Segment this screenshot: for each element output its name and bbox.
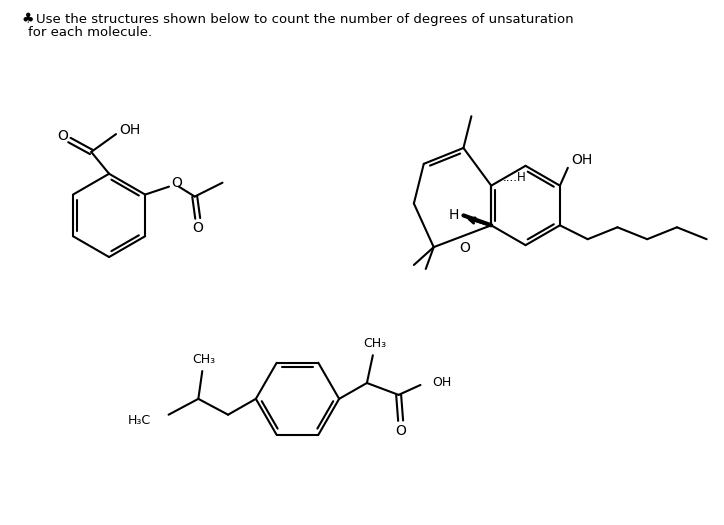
- Text: Use the structures shown below to count the number of degrees of unsaturation: Use the structures shown below to count …: [35, 13, 573, 26]
- Text: O: O: [172, 176, 182, 190]
- Text: OH: OH: [432, 376, 452, 390]
- Text: O: O: [459, 241, 470, 255]
- Text: O: O: [395, 424, 406, 437]
- Text: CH₃: CH₃: [363, 337, 387, 350]
- Text: OH: OH: [119, 123, 140, 137]
- Text: ♣: ♣: [22, 12, 34, 26]
- Text: H: H: [449, 208, 460, 223]
- Text: H₃C: H₃C: [127, 414, 151, 427]
- Text: O: O: [193, 222, 203, 235]
- Text: CH₃: CH₃: [193, 353, 216, 366]
- Text: for each molecule.: for each molecule.: [28, 26, 152, 39]
- Text: ....H: ....H: [503, 171, 527, 184]
- Text: OH: OH: [571, 153, 592, 167]
- Text: O: O: [57, 129, 68, 143]
